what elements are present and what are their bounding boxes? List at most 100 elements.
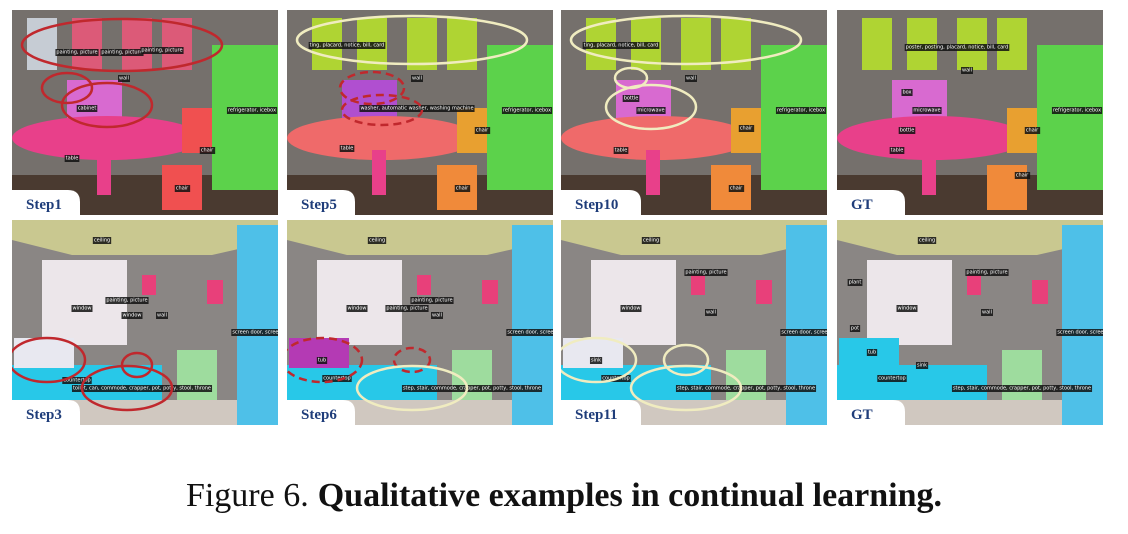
seg-tag-bg (474, 127, 491, 134)
poster (122, 18, 152, 70)
seg-tag: screen door, screen (781, 330, 830, 336)
seg-tag-bg (622, 95, 640, 102)
seg-tag-bg (705, 309, 717, 316)
seg-tag-bg (620, 305, 642, 312)
seg-tag-bg (738, 125, 755, 132)
fridge (212, 45, 278, 190)
painting (207, 280, 223, 304)
seg-tag-bg (981, 309, 993, 316)
seg-tag: refrigerator, icebox (777, 108, 825, 114)
seg-tag: ting, placard, notice, bill, card (584, 43, 659, 49)
seg-tag-bg (1051, 107, 1103, 114)
label-bg (561, 190, 641, 215)
seg-tag-bg (877, 375, 907, 382)
seg-tag: countertop (63, 378, 90, 384)
seg-tag: ceiling (643, 238, 659, 244)
seg-tag: refrigerator, icebox (1053, 108, 1101, 114)
seg-tag: painting, picture (386, 306, 427, 312)
seg-tag-bg (231, 329, 278, 336)
seg-tag-bg (901, 89, 913, 96)
seg-tag-bg (1024, 127, 1041, 134)
seg-tag: ting, placard, notice, bill, card (310, 43, 385, 49)
seg-tag: bottle (900, 128, 915, 134)
highlight-ellipse (392, 346, 432, 374)
screen-door (512, 225, 553, 425)
painting (756, 280, 772, 304)
seg-tag-bg (904, 44, 1010, 51)
highlight-ellipse (12, 336, 87, 384)
seg-tag-bg (199, 147, 216, 154)
seg-tag: painting, picture (411, 298, 452, 304)
seg-tag: sink (917, 363, 927, 369)
seg-tag-bg (339, 145, 355, 152)
seg-tag: step, stair, commode, crapper, pot, pott… (677, 386, 815, 392)
seg-tag: wall (119, 76, 129, 82)
seg-tag-bg (71, 385, 213, 392)
seg-tag-bg (1014, 172, 1031, 179)
seg-tag-bg (322, 375, 352, 382)
poster (162, 18, 192, 70)
seg-tag-bg (951, 385, 1093, 392)
seg-tag: refrigerator, icebox (503, 108, 551, 114)
caption: Figure 6. Qualitative examples in continu… (186, 477, 942, 514)
seg-tag-bg (917, 237, 937, 244)
panel-label: Step1 (26, 197, 62, 213)
seg-tag: ceiling (94, 238, 110, 244)
seg-tag-bg (675, 385, 817, 392)
fridge (1037, 45, 1103, 190)
seg-tag: painting, picture (141, 48, 182, 54)
table-leg (372, 150, 386, 195)
panel: poster, posting, placard, notice, bill, … (837, 10, 1103, 215)
seg-tag: countertop (323, 376, 350, 382)
label-bg (12, 190, 80, 215)
panel-image: ceiling window painting, picture window wall… (12, 220, 278, 425)
ceiling (12, 220, 278, 255)
seg-tag: window (622, 306, 641, 312)
seg-tag-bg (613, 147, 629, 154)
table-leg (97, 150, 111, 195)
table (12, 116, 202, 160)
seg-tag-bg (62, 377, 92, 384)
panel-image: painting, picture painting, picturepainti… (12, 10, 278, 215)
caption-text: Qualitative examples in continual learni… (318, 477, 942, 514)
panel-image: ceiling window painting, picture painting, … (287, 220, 553, 425)
seg-tag: chair (176, 186, 189, 192)
seg-tag-bg (174, 185, 191, 192)
seg-tag: painting, picture (101, 50, 142, 56)
label-bg (287, 190, 355, 215)
seg-tag: microwave (913, 108, 940, 114)
seg-tag: cabinet (78, 106, 97, 112)
seg-tag: pot (851, 326, 859, 332)
seg-tag-bg (915, 362, 929, 369)
seg-tag-bg (849, 325, 861, 332)
seg-tag-bg (55, 49, 99, 56)
panel-label: GT (851, 407, 873, 423)
panel-image: ting, placard, notice, bill, card wall was… (287, 10, 553, 215)
seg-tag: screen door, screen (1057, 330, 1106, 336)
poster (72, 18, 102, 70)
seg-tag-bg (636, 107, 666, 114)
highlight-ellipse (629, 364, 743, 412)
counter (561, 365, 711, 400)
highlight-ellipse (20, 17, 224, 73)
seg-tag: table (891, 148, 904, 154)
seg-tag-bg (641, 237, 661, 244)
seg-tag: wall (706, 310, 716, 316)
window (317, 260, 402, 345)
seg-tag: poster, posting, placard, notice, bill, … (906, 45, 1009, 51)
fridge (761, 45, 827, 190)
seg-tag: microwave (637, 108, 664, 114)
seg-tag: bottle (624, 96, 639, 102)
seg-tag: chair (740, 126, 753, 132)
seg-tag-bg (965, 269, 1009, 276)
panel-label: GT (851, 197, 873, 213)
seg-tag-bg (367, 237, 387, 244)
table (287, 116, 477, 160)
seg-tag-bg (100, 49, 144, 56)
seg-tag: plant (849, 280, 862, 286)
seg-tag: countertop (878, 376, 905, 382)
panel-image: ting, placard, notice, bill, card wall bot… (561, 10, 827, 215)
painting (482, 280, 498, 304)
panel: ting, placard, notice, bill, card wall bot… (561, 10, 827, 215)
